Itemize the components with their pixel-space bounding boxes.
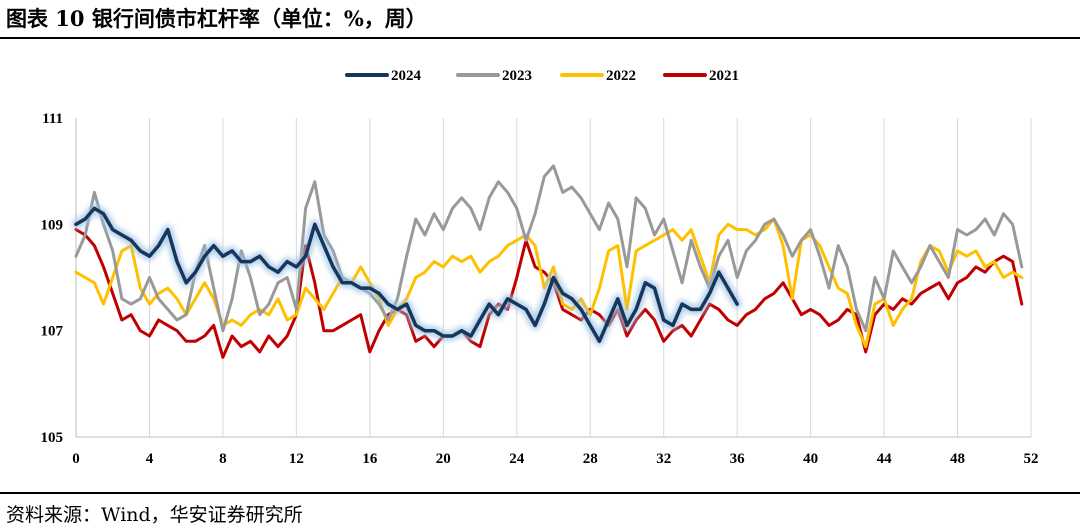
source-note: 资料来源：Wind，华安证券研究所 [6, 504, 303, 526]
bottom-rule [0, 492, 1080, 494]
gridlines [148, 118, 1032, 437]
series-lines [72, 164, 1024, 359]
x-tick-labels: 0 4 8 12 16 20 24 28 32 36 40 44 48 52 [72, 451, 1038, 467]
x-tick-label: 52 [1024, 451, 1039, 467]
y-tick-label: 105 [41, 430, 64, 446]
legend: 2024 2023 2022 2021 [345, 68, 739, 84]
series-line-2022 [74, 217, 1024, 349]
x-tick-label: 48 [950, 451, 965, 467]
figure-title: 图表 10 银行间债市杠杆率（单位：%，周） [6, 6, 427, 31]
x-tick-label: 28 [583, 451, 598, 467]
series-line-2023 [74, 164, 1024, 333]
x-tick-label: 8 [219, 451, 227, 467]
y-tick-label: 109 [41, 217, 64, 233]
x-tick-label: 36 [730, 451, 746, 467]
legend-label-2022: 2022 [606, 68, 636, 84]
series-line-2024 [74, 206, 739, 344]
x-tick-label: 44 [877, 451, 893, 467]
y-tick-labels: 105 107 109 111 [41, 111, 64, 446]
x-tick-label: 24 [509, 451, 525, 467]
legend-label-2021: 2021 [709, 68, 739, 84]
x-tick-label: 16 [362, 451, 378, 467]
top-rule [0, 37, 1080, 39]
x-tick-label: 0 [72, 451, 80, 467]
x-tick-label: 12 [289, 451, 304, 467]
series-glow-2024 [72, 204, 742, 346]
y-tick-label: 107 [41, 324, 64, 340]
x-tick-label: 4 [146, 451, 154, 467]
x-tick-label: 32 [656, 451, 671, 467]
x-tick-label: 40 [803, 451, 818, 467]
legend-label-2024: 2024 [391, 68, 422, 84]
legend-label-2023: 2023 [502, 68, 532, 84]
x-tick-label: 20 [436, 451, 451, 467]
axes [75, 118, 1031, 438]
y-tick-label: 111 [42, 111, 63, 127]
